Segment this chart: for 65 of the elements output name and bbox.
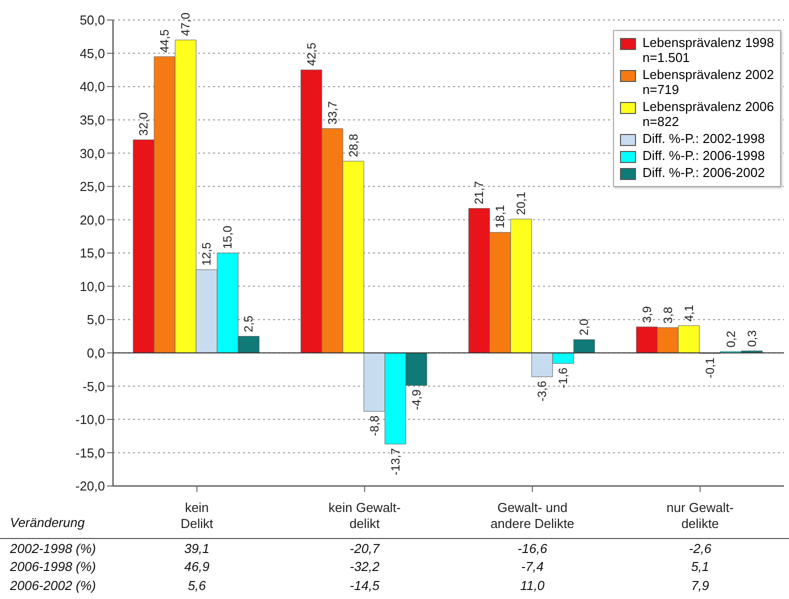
legend-label: Diff. %-P.: 2002-1998 xyxy=(642,131,765,146)
legend-label: Diff. %-P.: 2006-2002 xyxy=(642,165,765,180)
data-label: 12,5 xyxy=(200,242,214,266)
y-tick-label: 20,0 xyxy=(80,212,105,228)
data-label: -1,6 xyxy=(556,367,570,388)
y-tick-label: -15,0 xyxy=(75,445,105,460)
legend-label: Diff. %-P.: 2006-1998 xyxy=(642,148,765,163)
data-label: 47,0 xyxy=(178,12,193,36)
data-label: 2,0 xyxy=(577,318,592,336)
x-tick-label: kein Delikt xyxy=(180,500,214,531)
data-label: 33,7 xyxy=(325,100,340,125)
data-label: 20,1 xyxy=(514,191,528,216)
y-tick-label: 50,0 xyxy=(80,12,105,28)
y-tick-label: 5,0 xyxy=(86,312,105,328)
text: 7,9 xyxy=(690,578,710,593)
text: 46,9 xyxy=(183,559,211,574)
y-tick-label: 10,0 xyxy=(80,278,105,294)
data-label: 32,0 xyxy=(136,112,151,136)
text: -2,6 xyxy=(688,541,712,556)
y-tick-label: -20,0 xyxy=(75,478,105,494)
data-label: 2,5 xyxy=(242,315,256,332)
text: 2002-1998 (%) xyxy=(10,541,97,556)
data-label: -3,6 xyxy=(535,380,550,402)
data-label: 42,5 xyxy=(304,42,318,66)
data-label: 28,8 xyxy=(346,133,360,158)
x-tick-label: Gewalt- und andere Delikte xyxy=(490,500,574,531)
y-tick-label: 45,0 xyxy=(80,46,105,61)
data-label: 3,9 xyxy=(640,306,654,323)
text: 5,1 xyxy=(690,559,710,574)
text: 2006-2002 (%) xyxy=(10,578,97,593)
data-label: 44,5 xyxy=(158,28,172,53)
x-tick-label: kein Gewalt- delikt xyxy=(328,500,401,531)
text: Veränderung xyxy=(10,515,85,530)
y-tick-label: 40,0 xyxy=(80,79,105,94)
data-label: 3,8 xyxy=(660,306,675,324)
y-tick-label: -10,0 xyxy=(75,412,105,428)
data-label: 4,1 xyxy=(682,304,696,322)
data-label: 0,2 xyxy=(724,330,738,348)
data-label: 15,0 xyxy=(220,225,235,249)
y-tick-label: -5,0 xyxy=(82,378,105,394)
text: 5,6 xyxy=(186,578,207,593)
data-label: -8,8 xyxy=(367,415,382,436)
legend-label: Lebensprävalenz 1998 n=1.501 xyxy=(642,35,774,65)
text: -20,7 xyxy=(348,541,381,556)
y-tick-label: 25,0 xyxy=(80,179,105,194)
data-label: -13,7 xyxy=(388,448,402,476)
data-label: 21,7 xyxy=(472,180,486,204)
data-label: 0,3 xyxy=(744,330,759,347)
text: -16,6 xyxy=(516,541,548,556)
text: -14,5 xyxy=(348,578,380,593)
y-tick-label: 35,0 xyxy=(80,112,105,128)
text: -7,4 xyxy=(520,559,545,574)
text: 11,0 xyxy=(519,578,546,593)
y-tick-label: 0,0 xyxy=(86,345,105,360)
x-tick-label: nur Gewalt- delikte xyxy=(666,500,734,531)
legend-label: Lebensprävalenz 2002 n=719 xyxy=(642,67,774,97)
text: 39,1 xyxy=(183,541,211,556)
text: 2006-1998 (%) xyxy=(10,559,97,574)
legend-label: Lebensprävalenz 2006 n=822 xyxy=(642,99,774,129)
y-tick-label: 15,0 xyxy=(80,246,105,261)
text: -32,2 xyxy=(348,559,380,574)
y-tick-label: 30,0 xyxy=(80,146,105,161)
data-label: 18,1 xyxy=(493,204,508,228)
data-label: -0,1 xyxy=(702,357,717,378)
data-label: -4,9 xyxy=(409,389,424,410)
